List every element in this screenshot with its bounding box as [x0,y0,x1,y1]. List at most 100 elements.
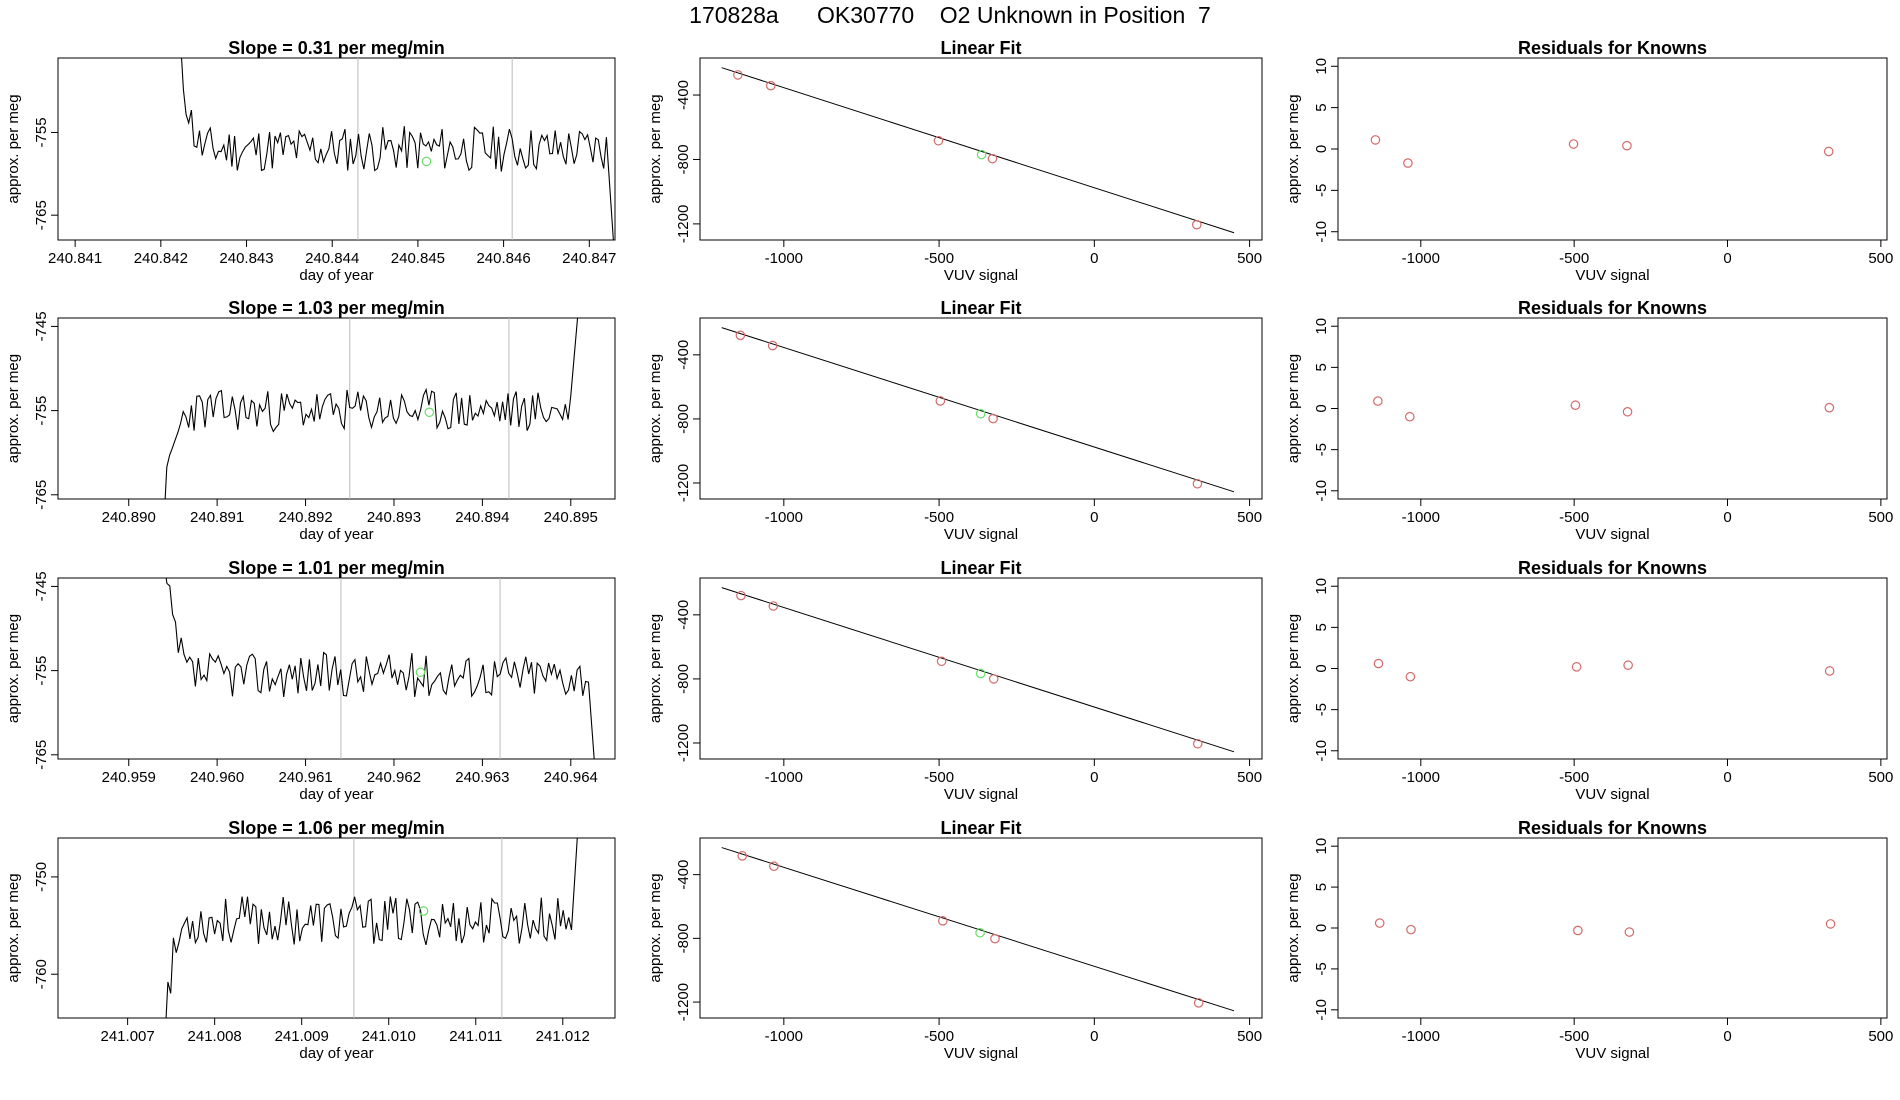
x-tick-label: -500 [1559,769,1589,786]
x-tick-label: 0 [1723,1028,1731,1045]
plot-frame [699,317,1263,500]
x-axis-label: VUV signal [944,526,1018,543]
x-tick-label: -1000 [765,769,803,786]
y-axis-label: approx. per meg [1285,873,1302,982]
x-tick-label: 500 [1237,509,1262,526]
y-tick-label: 5 [1313,623,1330,631]
known-point [736,590,746,601]
x-tick-label: -500 [924,1028,954,1045]
y-tick-label: -760 [33,959,50,989]
y-tick-label: -400 [675,600,692,630]
x-tick-label: 0 [1723,769,1731,786]
plot-area [721,67,1235,234]
known-point [990,933,1000,944]
known-point [769,861,779,871]
known-point [1568,139,1579,149]
plot-frame [1337,317,1888,500]
chart-title: Residuals for Knowns [1518,818,1707,838]
y-tick-label: 0 [1313,664,1330,672]
y-tick-label: 5 [1313,883,1330,891]
unknown-point [975,408,986,419]
x-tick-label: 240.962 [367,769,421,786]
known-point [1823,146,1834,157]
plot-frame [1337,577,1888,760]
y-tick-label: -400 [675,340,692,370]
x-tick-label: 240.842 [134,250,188,267]
known-point [767,340,778,351]
y-tick-label: 0 [1313,404,1330,412]
y-tick-label: 10 [1313,838,1330,855]
known-point [1571,662,1582,672]
plot-area [1374,918,1836,937]
x-tick-label: 240.963 [455,769,509,786]
y-tick-label: -755 [33,117,50,147]
y-axis-label: approx. per meg [5,614,22,723]
x-tick-label: 240.893 [367,509,421,526]
x-tick-label: 240.961 [278,769,332,786]
chart-panel-r1c3: Residuals for Knowns -1000 -500 0 500 VUV sig… [1285,38,1893,284]
chart-title: Slope = 0.31 per meg/min [228,38,445,58]
known-point [1570,400,1581,411]
known-point [938,916,948,926]
known-point [988,413,998,424]
y-tick-label: -5 [1313,443,1330,456]
x-tick-label: 240.959 [102,769,156,786]
x-axis-label: VUV signal [1575,786,1649,803]
x-tick-label: 500 [1868,250,1893,267]
x-tick-label: 240.892 [278,509,332,526]
unknown-point [975,927,985,938]
chart-title: Slope = 1.06 per meg/min [228,818,445,838]
x-tick-label: 500 [1237,1028,1262,1045]
x-axis-label: day of year [299,1045,373,1062]
plot-frame [699,837,1263,1019]
known-point [1373,658,1384,669]
y-tick-label: -745 [33,311,50,341]
chart-title: Linear Fit [940,818,1021,838]
known-point [765,80,776,91]
x-tick-label: 0 [1090,769,1098,786]
unknown-point [421,156,432,167]
y-tick-label: 10 [1313,318,1330,335]
x-tick-label: 0 [1723,250,1731,267]
x-tick-label: 240.844 [305,250,359,267]
x-tick-label: -500 [924,769,954,786]
x-tick-label: 241.012 [536,1028,590,1045]
plot-area [721,327,1235,493]
chart-panel-r3c2: Linear Fit -1000 -500 0 500 VUV signal -400 -80… [647,558,1263,803]
known-point [935,396,946,406]
unknown-point [415,667,426,678]
plot-frame [57,577,616,760]
y-tick-label: -765 [33,480,50,510]
chart-title: Slope = 1.01 per meg/min [228,558,445,578]
chart-panel-r2c1: Slope = 1.03 per meg/min 240.890 240.891 24… [5,298,616,543]
known-point [768,601,779,611]
known-point [1623,660,1633,671]
known-point [737,851,748,861]
data-trace [165,578,595,759]
chart-panel-r3c1: Slope = 1.01 per meg/min 240.959 240.960 24… [5,558,616,803]
y-tick-label: -5 [1313,703,1330,716]
y-tick-label: -1200 [675,464,692,502]
y-tick-label: 10 [1313,578,1330,595]
y-tick-label: -10 [1313,999,1330,1021]
x-tick-label: 500 [1868,769,1893,786]
y-axis-label: approx. per meg [1285,614,1302,723]
known-point [1824,666,1835,676]
y-tick-label: -745 [33,571,50,601]
x-axis-label: day of year [299,526,373,543]
x-tick-label: 240.843 [219,250,273,267]
x-tick-label: 240.841 [48,250,102,267]
chart-panel-r1c2: Linear Fit -1000 -500 0 500 VUV signal -400 -80… [647,38,1263,284]
x-tick-label: -500 [1559,509,1589,526]
chart-panel-r3c3: Residuals for Knowns -1000 -500 0 500 VUV sig… [1285,558,1893,803]
y-tick-label: -400 [675,860,692,890]
known-point [1624,927,1635,937]
x-tick-label: 0 [1090,509,1098,526]
x-tick-label: -1000 [1402,769,1440,786]
plot-area [721,587,1235,753]
y-tick-label: -755 [33,656,50,686]
x-tick-label: 0 [1090,1028,1098,1045]
plot-frame [57,57,616,241]
x-tick-label: 241.010 [362,1028,416,1045]
y-tick-label: 10 [1313,58,1330,75]
